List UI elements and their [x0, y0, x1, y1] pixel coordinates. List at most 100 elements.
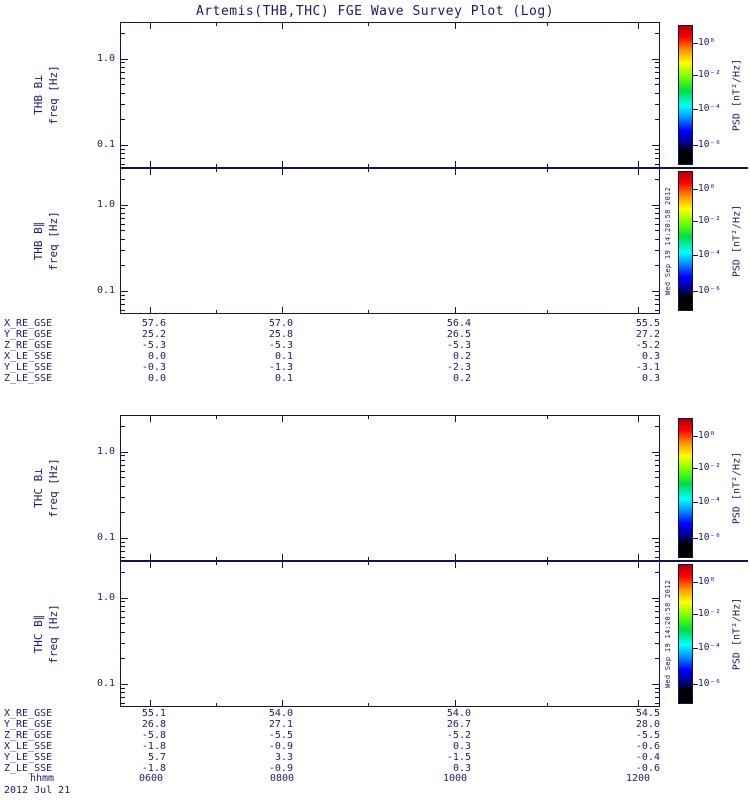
time-axis-format-label: hhmm: [30, 773, 55, 784]
tick-mark: [121, 545, 125, 547]
tick-mark: [693, 75, 698, 77]
ephemeris-row: X_LE_SSE 0.0 0.1 0.2 0.3: [0, 351, 750, 362]
tick-mark: [693, 582, 698, 584]
tick-mark: [282, 562, 283, 568]
tick-mark: [638, 416, 640, 422]
ephemeris-value: -0.9: [268, 741, 293, 752]
tick-mark: [121, 451, 128, 453]
tick-mark: [655, 238, 659, 240]
tick-mark: [282, 700, 283, 706]
tick-mark: [121, 687, 125, 689]
tick-mark: [638, 23, 640, 29]
colorbar: [678, 564, 693, 704]
tick-mark: [655, 425, 659, 427]
tick-mark: [121, 298, 125, 300]
tick-mark: [121, 223, 125, 225]
tick-mark: [121, 92, 125, 94]
y-axis-label-thb-bpar: THB B∥ freq [Hz]: [31, 211, 61, 271]
tick-mark: [655, 294, 659, 296]
tick-mark: [121, 657, 125, 659]
panel-boundary-line: [120, 167, 748, 169]
ephemeris-value: 0.0: [147, 373, 166, 384]
tick-mark: [454, 562, 456, 568]
ephemeris-value: -0.9: [268, 763, 293, 774]
tick-mark: [121, 148, 125, 150]
tick-mark: [652, 597, 659, 599]
tick-mark: [121, 84, 125, 86]
ephemeris-value: 0.3: [641, 351, 660, 362]
tick-mark: [655, 77, 659, 79]
tick-mark: [693, 189, 698, 191]
tick-mark: [546, 557, 548, 560]
tick-mark: [693, 684, 698, 686]
tick-mark: [121, 178, 125, 180]
tick-mark: [655, 702, 659, 704]
y-tick-label: 1.0: [96, 592, 115, 603]
tick-mark: [652, 144, 659, 146]
ephemeris-row: X_RE_GSE 57.6 57.0 56.4 55.5: [0, 318, 750, 329]
tick-mark: [655, 32, 659, 34]
panel-boundary-line: [120, 560, 748, 562]
colorbar-tick-label: 10⁻⁶: [698, 139, 721, 150]
tick-mark: [655, 550, 659, 552]
ephemeris-value: 27.1: [268, 719, 293, 730]
tick-mark: [693, 468, 698, 470]
tick-mark: [655, 545, 659, 547]
ephemeris-value: 56.4: [446, 318, 471, 329]
ephemeris-value: -5.3: [446, 340, 471, 351]
tick-mark: [282, 307, 283, 313]
ephemeris-value: 0.0: [147, 351, 166, 362]
tick-mark: [655, 249, 659, 251]
generation-timestamp: Wed Sep 19 14:20:58 2012: [664, 579, 672, 689]
tick-mark: [454, 169, 456, 175]
freq-axis-label: freq [Hz]: [47, 65, 60, 125]
tick-mark: [655, 642, 659, 644]
tick-mark: [655, 631, 659, 633]
tick-mark: [655, 62, 659, 64]
ephemeris-value: 0.3: [641, 373, 660, 384]
ephemeris-value: 0.2: [452, 373, 471, 384]
ephemeris-row-label: Z_RE_GSE: [4, 730, 53, 741]
tick-mark: [655, 610, 659, 612]
tick-mark: [121, 144, 128, 146]
tick-mark: [454, 554, 456, 560]
ephemeris-value: 0.3: [452, 763, 471, 774]
ephemeris-row: Y_LE_SSE 5.7 3.3 -1.5 -0.4: [0, 752, 750, 763]
ephemeris-value: 0.1: [274, 351, 293, 362]
tick-mark: [638, 169, 640, 175]
ephemeris-value: 5.7: [147, 752, 166, 763]
tick-mark: [638, 700, 640, 706]
tick-mark: [121, 537, 128, 539]
y-tick-label: 0.1: [96, 678, 115, 689]
tick-mark: [121, 702, 125, 704]
tick-mark: [121, 294, 125, 296]
tick-mark: [655, 691, 659, 693]
tick-mark: [368, 703, 370, 706]
tick-mark: [282, 23, 283, 29]
tick-mark: [655, 208, 659, 210]
tick-mark: [121, 77, 125, 79]
tick-mark: [216, 310, 218, 313]
tick-mark: [121, 217, 125, 219]
ephemeris-value: 26.5: [446, 329, 471, 340]
tick-mark: [121, 631, 125, 633]
tick-mark: [655, 152, 659, 154]
ephemeris-row-label: X_LE_SSE: [4, 351, 53, 362]
y-tick-label: 0.1: [96, 532, 115, 543]
ephemeris-value: 54.5: [635, 708, 660, 719]
tick-mark: [693, 648, 698, 649]
tick-mark: [652, 204, 659, 206]
ephemeris-row-label: Y_LE_SSE: [4, 362, 53, 373]
y-tick-label: 0.1: [96, 139, 115, 150]
tick-mark: [693, 614, 698, 616]
tick-mark: [655, 623, 659, 625]
tick-mark: [693, 255, 698, 256]
tick-mark: [150, 700, 152, 706]
tick-mark: [655, 459, 659, 461]
colorbar-axis-label: PSD [nT²/Hz]: [731, 597, 743, 671]
ephemeris-value: -2.3: [446, 362, 471, 373]
ephemeris-row: Z_RE_GSE -5.8 -5.5 -5.2 -5.5: [0, 730, 750, 741]
tick-mark: [150, 562, 152, 568]
time-tick-label: 1000: [442, 773, 468, 784]
ephemeris-value: 3.3: [274, 752, 293, 763]
